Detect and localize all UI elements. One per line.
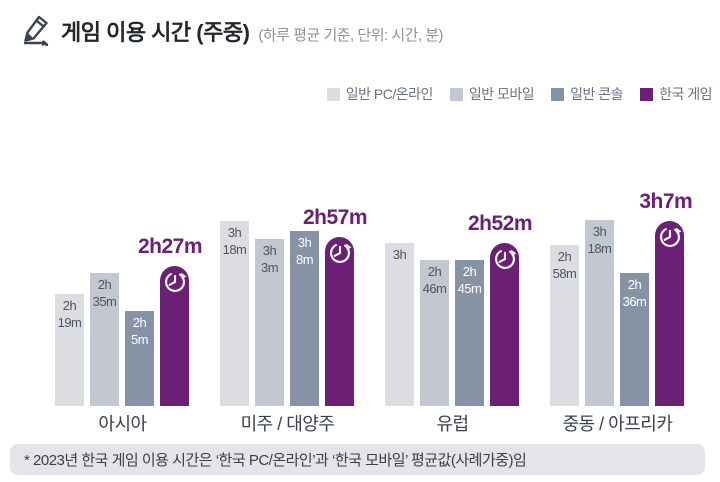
- legend-item-pc-online: 일반 PC/온라인: [326, 84, 434, 104]
- bar-group-3: 3h 2h 46m 2h 45m 2h52m: [385, 170, 533, 406]
- clock-history-icon: [492, 246, 518, 272]
- korea-value-label: 3h7m: [639, 190, 693, 213]
- bar-value-label: 2h 35m: [92, 277, 117, 309]
- bar-series-3: 3h 8m: [290, 231, 319, 406]
- clock-history-icon: [327, 240, 353, 266]
- bar-series-3: 2h 36m: [620, 273, 649, 406]
- chart-legend: 일반 PC/온라인 일반 모바일 일반 콘솔 한국 게임: [326, 84, 712, 104]
- category-label-2: 미주 / 대양주: [240, 414, 335, 434]
- legend-label: 한국 게임: [659, 86, 712, 102]
- category-label-1: 아시아: [98, 414, 147, 434]
- bar-value-label: 2h 5m: [130, 315, 149, 347]
- page-title: 게임 이용 시간 (주중): [61, 19, 250, 45]
- bar-series-1: 2h 19m: [55, 294, 84, 406]
- page-subtitle: (하루 평균 기준, 단위: 시간, 분): [258, 27, 444, 44]
- bar-value-label: 3h 18m: [222, 225, 247, 257]
- bar-group-2: 3h 18m 3h 3m 3h 8m 2h57m: [220, 170, 368, 406]
- korea-value-label: 2h27m: [137, 235, 203, 258]
- bar-value-label: 3h 3m: [260, 243, 279, 275]
- bar-series-1: 3h: [385, 243, 414, 406]
- legend-swatch-console: [551, 87, 565, 101]
- bar-value-label: 2h 19m: [57, 298, 82, 330]
- bar-value-label: 2h 58m: [552, 249, 577, 281]
- bar-value-label: 3h 18m: [587, 224, 612, 256]
- legend-item-korea-game: 한국 게임: [640, 84, 712, 104]
- bar-value-label: 2h 46m: [422, 264, 447, 296]
- category-label-4: 중동 / 아프리카: [562, 414, 673, 434]
- bar-value-label: 2h 36m: [622, 277, 647, 309]
- bar-series-2: 3h 18m: [585, 220, 614, 406]
- footnote-bar: * 2023년 한국 게임 이용 시간은 ‘한국 PC/온라인’과 ‘한국 모바…: [10, 444, 705, 475]
- footnote-text: * 2023년 한국 게임 이용 시간은 ‘한국 PC/온라인’과 ‘한국 모바…: [24, 452, 527, 469]
- clock-history-icon: [162, 269, 188, 295]
- legend-item-console: 일반 콘솔: [551, 84, 624, 104]
- bar-korea-game: 2h57m: [303, 206, 368, 406]
- pencil-icon: [20, 14, 52, 47]
- bar-series-2: 2h 46m: [420, 260, 449, 406]
- legend-label: 일반 PC/온라인: [345, 86, 434, 102]
- bar-series-1: 2h 58m: [550, 245, 579, 406]
- bar-group-1: 2h 19m 2h 35m 2h 5m 2h27m: [55, 170, 203, 406]
- korea-value-label: 2h57m: [302, 206, 368, 229]
- header: 게임 이용 시간 (주중) (하루 평균 기준, 단위: 시간, 분): [20, 14, 444, 47]
- bar-korea-game: 2h27m: [138, 235, 203, 406]
- legend-label: 일반 모바일: [468, 86, 535, 102]
- bar-series-2: 3h 3m: [255, 239, 284, 406]
- bar-value-label: 3h 8m: [295, 235, 314, 267]
- bar-group-4: 2h 58m 3h 18m 2h 36m 3h7m: [550, 170, 693, 406]
- korea-value-label: 2h52m: [467, 212, 533, 235]
- clock-history-icon: [657, 224, 683, 250]
- bar-series-1: 3h 18m: [220, 221, 249, 406]
- bar-korea-game: 3h7m: [639, 190, 693, 406]
- legend-label: 일반 콘솔: [570, 86, 624, 102]
- bar-series-2: 2h 35m: [90, 273, 119, 406]
- bar-value-label: 3h: [392, 247, 407, 262]
- legend-swatch-mobile: [449, 87, 463, 101]
- legend-swatch-korea-game: [640, 87, 654, 101]
- bar-series-3: 2h 5m: [125, 311, 154, 406]
- legend-swatch-pc-online: [326, 87, 340, 101]
- category-label-3: 유럽: [436, 414, 469, 434]
- bar-korea-game: 2h52m: [468, 212, 533, 406]
- legend-item-mobile: 일반 모바일: [449, 84, 535, 104]
- bar-series-3: 2h 45m: [455, 260, 484, 406]
- bar-value-label: 2h 45m: [457, 264, 482, 296]
